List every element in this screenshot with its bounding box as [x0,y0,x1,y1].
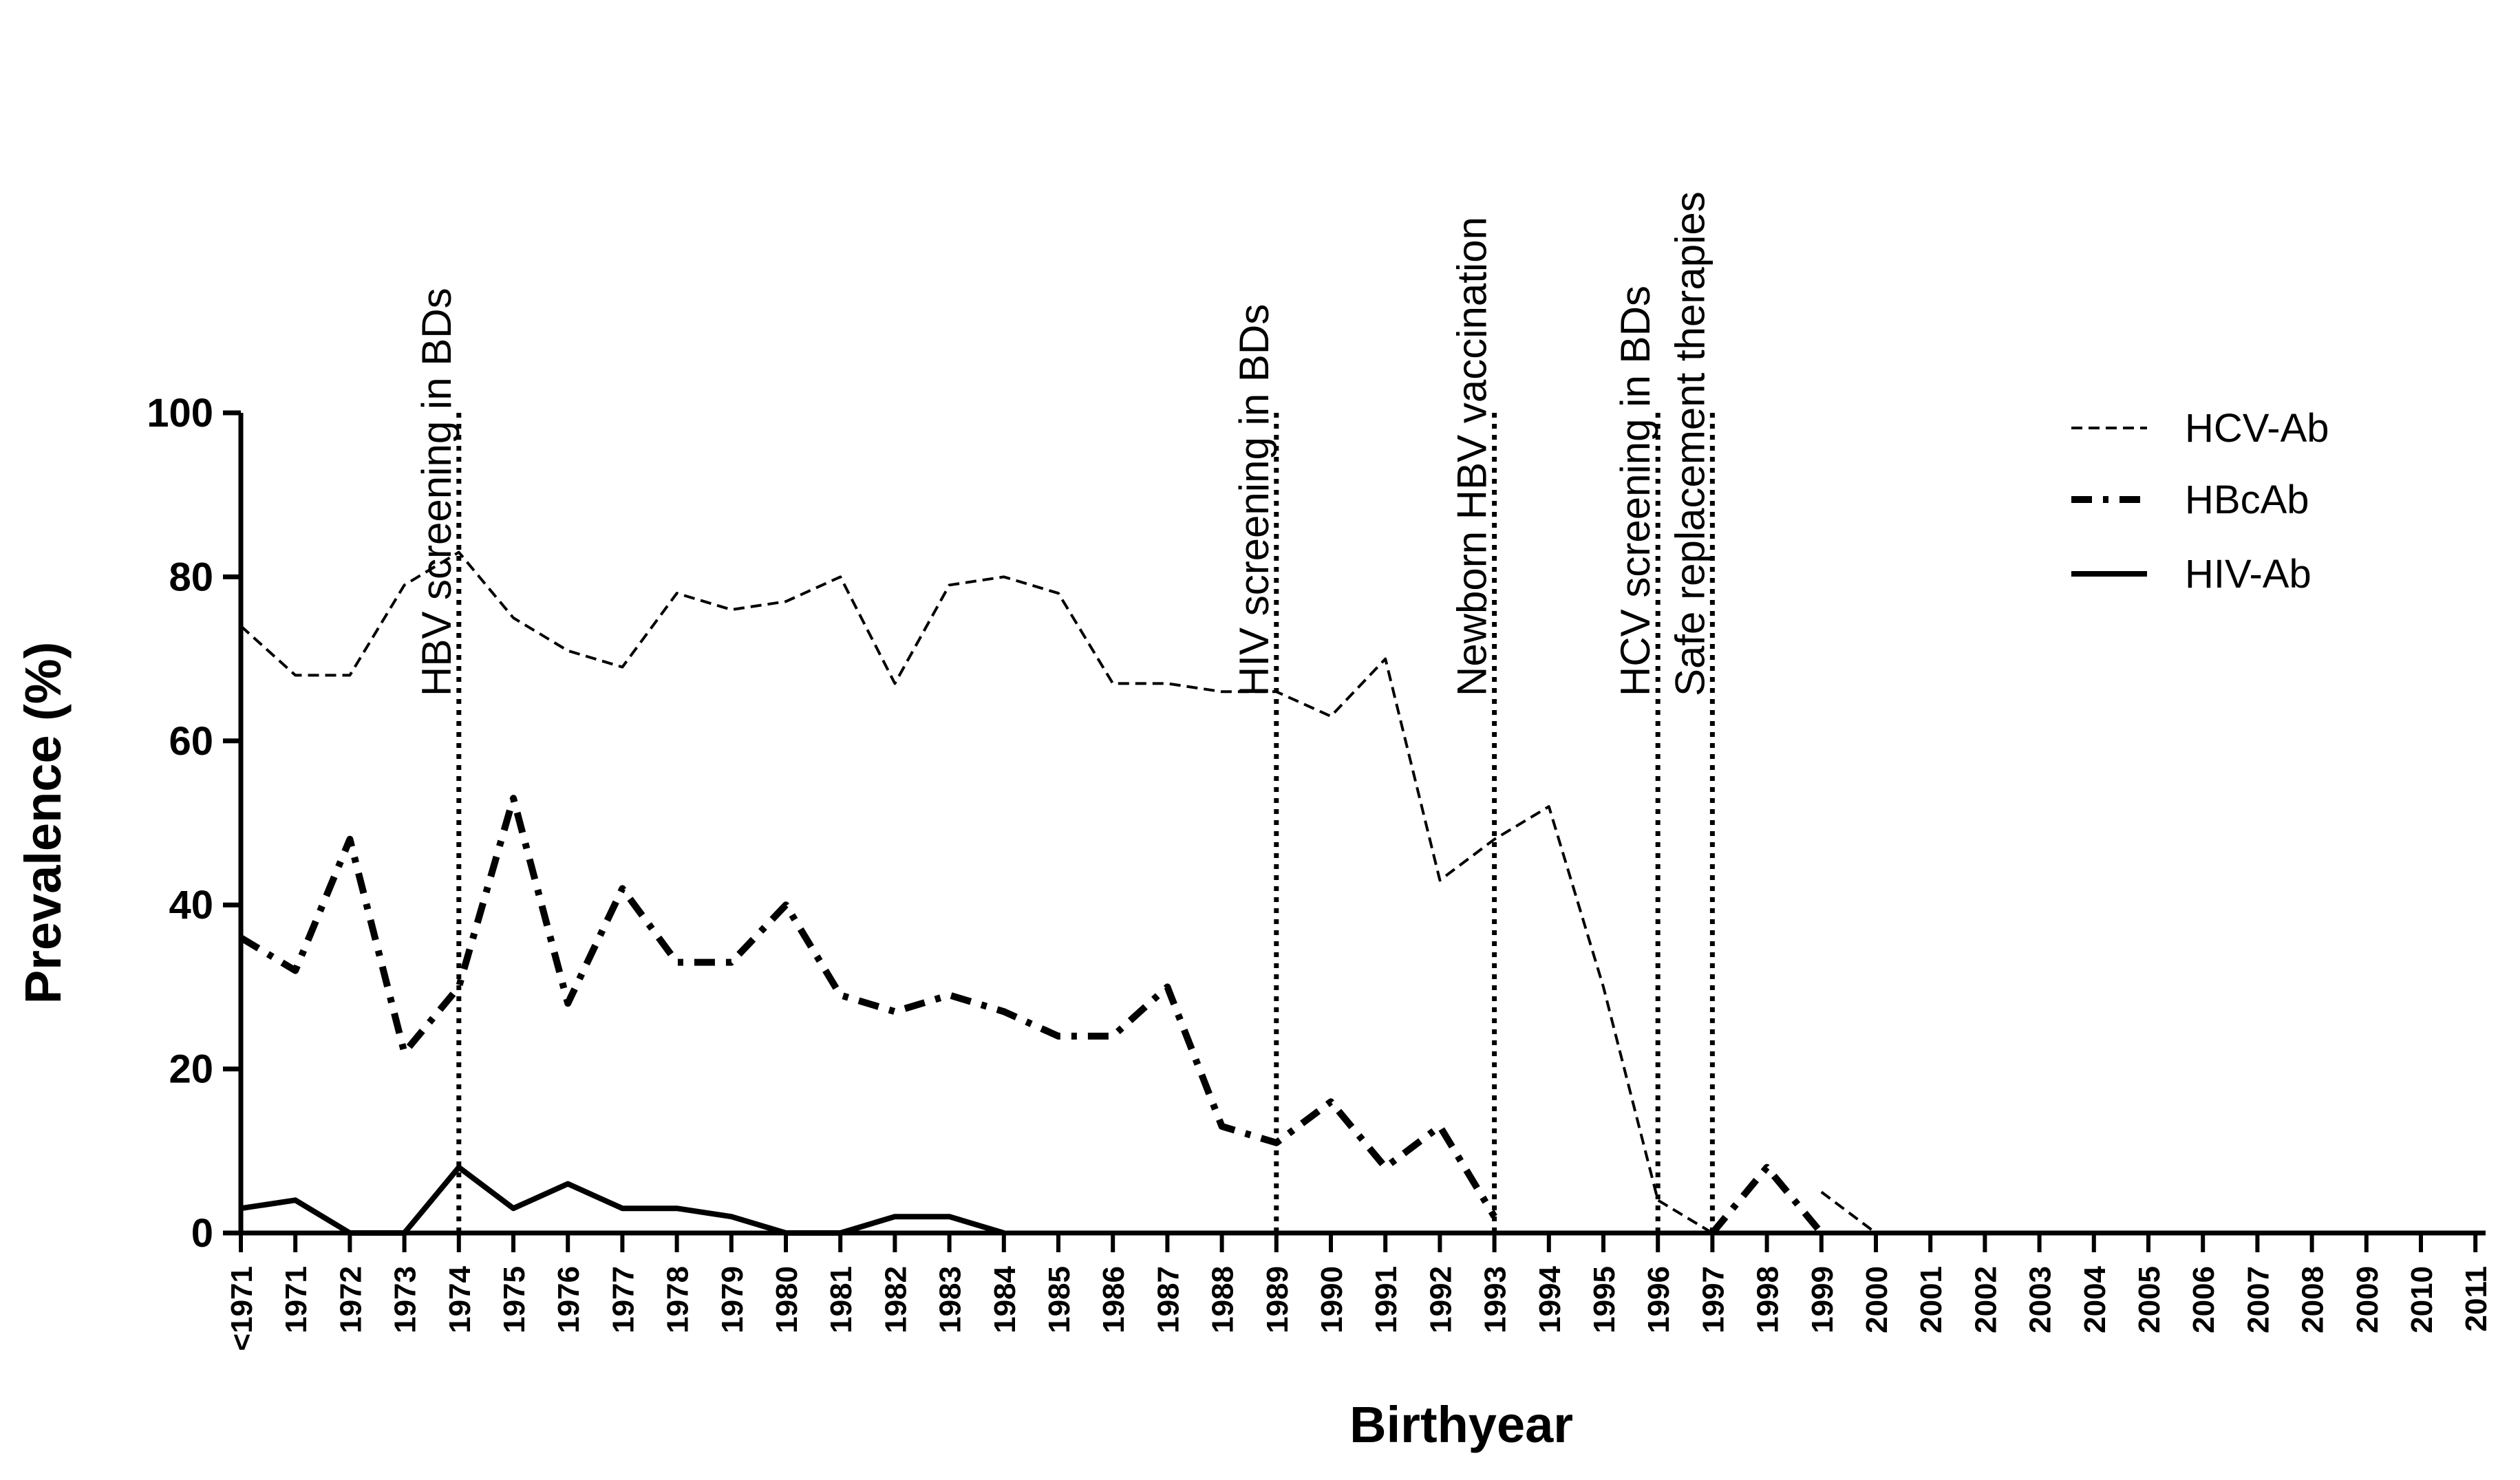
x-tick-label: 1995 [1588,1266,1621,1333]
axes [223,410,2486,1252]
event-label-1996: HCV screening in BDs [1612,286,1658,696]
x-tick-label: 1981 [824,1266,858,1333]
x-tick-label: 1984 [988,1265,1022,1333]
event-label-1997: Safe replacement therapies [1667,191,1713,696]
x-tick-label: 1993 [1479,1266,1513,1333]
series-line-hiv-ab-segment-0 [240,1164,1005,1236]
x-tick-label: 1985 [1043,1266,1076,1333]
x-tick-label: 2001 [1914,1266,1948,1333]
x-tick-label: 1990 [1315,1266,1349,1333]
x-tick-label: 2006 [2187,1266,2221,1333]
x-tick-labels: <1971 1971 1972 1973 1974 1975 1976 1977 1978 197… [225,1265,2493,1351]
data-series [239,550,1877,1236]
x-tick-label: 2009 [2351,1266,2384,1333]
x-tick-label: 1973 [389,1266,423,1333]
series-line-hcv-ab-segment-0 [239,550,1713,1234]
x-tick-label: 1978 [661,1266,695,1333]
series-line-hcv-ab-segment-1 [1820,1190,1877,1234]
series-line-hbcab-segment-0 [239,795,1497,1219]
y-axis-title: Prevalence (%) [14,642,72,1005]
x-tick-label: 1998 [1751,1266,1785,1333]
event-label-1993: Newborn HBV vaccination [1449,217,1495,696]
x-tick-label: 1983 [934,1266,968,1333]
x-tick-label: 2007 [2241,1266,2275,1333]
x-tick-label: 1974 [443,1265,477,1333]
x-tick-label: 1977 [606,1266,640,1333]
y-tick-label: 60 [169,719,213,764]
y-tick-label: 100 [147,391,213,436]
x-tick-label: 1989 [1261,1266,1294,1333]
x-tick-label: 2011 [2459,1266,2493,1331]
x-tick-label: 2000 [1860,1266,1894,1333]
x-tick-label: 1987 [1151,1266,1185,1333]
x-tick-label: 1991 [1369,1266,1403,1333]
x-tick-label: 1986 [1097,1266,1131,1333]
legend-label-hiv-ab: HIV-Ab [2185,552,2311,597]
y-tick-label: 20 [169,1047,213,1092]
x-tick-label: 2004 [2078,1265,2112,1333]
y-tick-labels: 0 20 40 60 80 100 [147,391,213,1256]
x-tick-label: 1994 [1533,1265,1567,1333]
x-tick-label: 1999 [1806,1266,1839,1333]
x-tick-label: 1972 [334,1266,367,1333]
x-tick-label: 1997 [1696,1266,1730,1333]
y-tick-label: 0 [191,1211,213,1256]
x-tick-label: 1992 [1424,1266,1457,1333]
x-tick-label: 1980 [770,1266,804,1333]
x-tick-label: 2005 [2133,1266,2166,1333]
x-tick-label: 1976 [552,1266,586,1333]
y-tick-label: 40 [169,883,213,927]
event-label-1989: HIV screening in BDs [1231,304,1277,696]
x-tick-label: 1979 [716,1266,749,1333]
x-tick-label: <1971 [225,1266,259,1351]
legend-label-hbcab: HBcAb [2185,478,2309,522]
x-tick-label: 1982 [879,1266,912,1333]
event-label-1974: HBV screening in BDs [414,288,460,696]
x-tick-label: 1971 [279,1266,313,1333]
y-tick-label: 80 [169,555,213,599]
x-tick-label: 1988 [1206,1266,1240,1333]
series-line-hbcab-segment-1 [1709,1163,1824,1236]
legend: HCV-Ab HBcAb HIV-Ab [2071,406,2329,597]
legend-label-hcv-ab: HCV-Ab [2185,406,2329,451]
event-markers: HBV screening in BDs HIV screening in BDs… [414,191,1715,1233]
x-tick-label: 2010 [2405,1266,2439,1333]
x-axis-title: Birthyear [1349,1396,1573,1453]
x-tick-label: 2003 [2024,1266,2058,1333]
x-tick-label: 2008 [2296,1266,2330,1333]
x-tick-label: 2002 [1969,1266,2003,1333]
x-tick-label: 1975 [498,1266,531,1333]
x-tick-label: 1996 [1642,1266,1676,1333]
